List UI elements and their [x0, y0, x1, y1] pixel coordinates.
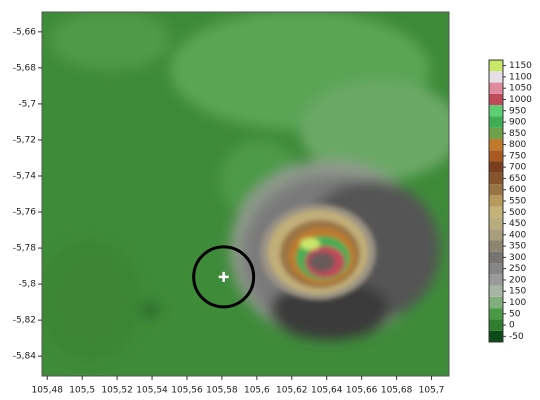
colorbar-label: 1150: [509, 61, 532, 71]
colorbar-label: 1100: [509, 72, 532, 82]
colorbar-label: 450: [509, 219, 526, 229]
x-tick-label: 105,6: [244, 386, 270, 396]
colorbar-label: 950: [509, 106, 526, 116]
colorbar-label: 750: [509, 151, 526, 161]
y-tick-label: -5,78: [13, 244, 37, 254]
y-tick-label: -5,7: [18, 99, 36, 109]
colorbar-label: 1000: [509, 95, 532, 105]
y-tick-label: -5,8: [18, 280, 36, 290]
colorbar-swatch: [489, 162, 503, 173]
colorbar-label: 550: [509, 197, 526, 207]
map: 105,48 105,5 105,52105,54105,56105,58 105,6…: [0, 0, 540, 396]
colorbar-swatch: [489, 319, 503, 330]
colorbar-swatch: [489, 116, 503, 127]
y-tick-label: -5,82: [13, 316, 36, 326]
x-tick-label: 105,5: [69, 386, 95, 396]
colorbar-swatch: [489, 150, 503, 161]
colorbar-swatch: [489, 240, 503, 251]
colorbar-swatch: [489, 263, 503, 274]
y-tick-label: -5,72: [13, 135, 36, 145]
x-tick-label: 105,66: [346, 386, 378, 396]
x-tick-label: 105,7: [419, 386, 445, 396]
colorbar-label: 200: [509, 275, 526, 285]
y-tick-label: -5,68: [13, 63, 37, 73]
colorbar-swatch: [489, 94, 503, 105]
colorbar-label: 800: [509, 140, 526, 150]
colorbar-swatch: [489, 139, 503, 150]
colorbar-label: 900: [509, 118, 526, 128]
colorbar-swatch: [489, 297, 503, 308]
terrain: [40, 10, 460, 376]
colorbar-label: 650: [509, 174, 526, 184]
colorbar-swatch: [489, 60, 503, 71]
colorbar-label: -50: [509, 332, 524, 342]
colorbar-label: 250: [509, 264, 526, 274]
colorbar-label: 850: [509, 129, 526, 139]
y-tick-label: -5,76: [13, 208, 37, 218]
colorbar-label: 100: [509, 298, 526, 308]
colorbar-swatch: [489, 274, 503, 285]
colorbar-swatch: [489, 207, 503, 218]
colorbar-label: 400: [509, 230, 526, 240]
x-tick-label: 105,56: [171, 386, 203, 396]
y-tick-label: -5,84: [13, 352, 37, 362]
colorbar-label: 50: [509, 309, 521, 319]
colorbar-label: 0: [509, 321, 515, 331]
colorbar-swatch: [489, 286, 503, 297]
colorbar-swatch: [489, 195, 503, 206]
colorbar-label: 1050: [509, 84, 532, 94]
colorbar-label: 150: [509, 287, 526, 297]
x-tick-label: 105,54: [136, 386, 168, 396]
colorbar-swatch: [489, 83, 503, 94]
x-tick-label: 105,48: [31, 386, 63, 396]
colorbar-label: 700: [509, 163, 526, 173]
colorbar-swatch: [489, 184, 503, 195]
colorbar-swatch: [489, 71, 503, 82]
colorbar-swatch: [489, 229, 503, 240]
x-tick-label: 105,52: [101, 386, 133, 396]
x-tick-label: 105,62: [276, 386, 308, 396]
colorbar-label: 300: [509, 253, 526, 263]
colorbar-swatch: [489, 173, 503, 184]
colorbar-label: 600: [509, 185, 526, 195]
colorbar-swatch: [489, 218, 503, 229]
x-tick-label: 105,64: [311, 386, 343, 396]
colorbar-label: 350: [509, 242, 526, 252]
colorbar-swatch: [489, 252, 503, 263]
y-tick-label: -5,74: [13, 171, 37, 181]
x-tick-label: 105,58: [206, 386, 238, 396]
colorbar-swatch: [489, 105, 503, 116]
y-tick-label: -5,66: [13, 27, 37, 37]
x-tick-label: 105,68: [381, 386, 413, 396]
colorbar-swatch: [489, 128, 503, 139]
colorbar-swatch: [489, 331, 503, 342]
colorbar-label: 500: [509, 208, 526, 218]
colorbar-swatch: [489, 308, 503, 319]
